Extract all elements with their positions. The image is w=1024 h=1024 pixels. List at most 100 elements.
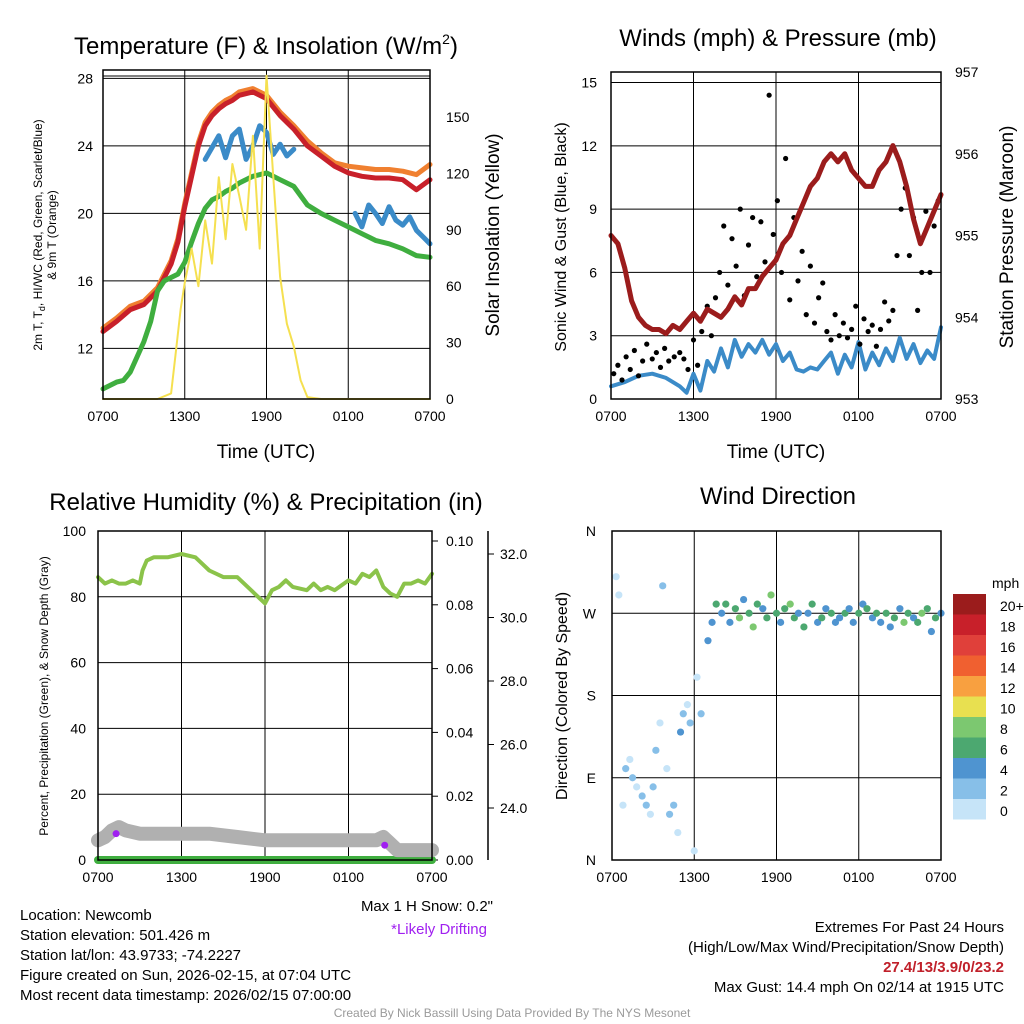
x-tick-label: 0100 <box>333 408 364 424</box>
gust-point <box>861 316 867 322</box>
y2-tick-label: 0.08 <box>446 597 473 613</box>
gust-point <box>844 335 851 341</box>
y-tick-label: 80 <box>70 589 86 605</box>
direction-point <box>622 765 630 773</box>
gust-point <box>927 269 933 276</box>
direction-point <box>690 847 698 855</box>
gust-point <box>787 297 793 303</box>
direction-point <box>670 801 678 809</box>
direction-point <box>800 623 808 631</box>
gust-point <box>690 337 697 343</box>
x-tick-label: 0700 <box>87 408 118 424</box>
y-tick-label: 12 <box>77 340 93 356</box>
direction-point <box>628 774 637 782</box>
direction-point <box>827 609 835 617</box>
direction-point <box>759 605 767 613</box>
y2-tick-label: 955 <box>955 228 979 244</box>
extremes-header: Extremes For Past 24 Hours <box>814 919 1004 936</box>
dir-title: Wind Direction <box>700 483 856 510</box>
gust-point <box>795 278 801 284</box>
plot-frame <box>97 530 433 861</box>
gust-point <box>865 328 871 335</box>
dir-ylabel-left: Direction (Colored By Speed) <box>554 592 571 800</box>
temp-ylabel-line1: 2m T, Td, HI/WC (Red, Green, Scarlet/Blu… <box>31 119 47 350</box>
series-snow-depth <box>91 820 439 858</box>
y-tick-label: 6 <box>589 264 597 280</box>
legend-swatch <box>953 737 986 758</box>
legend-label: 10 <box>1000 701 1016 717</box>
gust-point <box>677 349 683 356</box>
gust-point <box>619 377 625 383</box>
direction-point <box>868 614 877 622</box>
gust-point <box>733 263 739 269</box>
direction-point <box>814 618 822 626</box>
x-tick-label: 0700 <box>82 869 113 885</box>
direction-point <box>763 614 771 622</box>
gust-point <box>725 282 731 288</box>
direction-point <box>794 609 803 617</box>
direction-point <box>615 591 623 599</box>
gust-point <box>906 252 912 259</box>
gust-point <box>649 356 655 362</box>
y2-tick-label: 956 <box>955 146 979 162</box>
gust-point <box>627 366 633 373</box>
y-tick-label: 9 <box>589 201 597 217</box>
station-location: Location: Newcomb <box>20 907 152 924</box>
direction-point <box>818 614 826 622</box>
gust-point <box>857 341 863 347</box>
drift-note: *Likely Drifting <box>391 921 487 938</box>
temp-ylabel-a: 2m T, T <box>31 310 45 350</box>
gust-point <box>799 248 805 254</box>
legend-label: 2 <box>1000 783 1008 799</box>
gust-point <box>803 312 809 318</box>
direction-point <box>845 605 853 613</box>
gust-point <box>762 259 768 265</box>
y3-tick-label: 26.0 <box>500 737 527 753</box>
direction-point <box>886 623 894 631</box>
x-tick-label: 1900 <box>760 408 791 424</box>
legend-label: 12 <box>1000 680 1016 696</box>
gust-point <box>869 322 875 328</box>
legend-swatch <box>953 717 986 738</box>
y-tick-label: E <box>587 770 596 786</box>
gust-point <box>611 371 617 377</box>
direction-point <box>745 609 753 617</box>
legend-label: 4 <box>1000 762 1008 778</box>
y2-tick-label: 0.02 <box>446 788 473 804</box>
direction-point <box>855 609 863 617</box>
gust-point <box>640 358 646 364</box>
plot-frame <box>610 71 942 400</box>
temp-title-main: Temperature (F) & Insolation (W/m <box>74 33 442 60</box>
gust-point <box>695 362 701 368</box>
legend-swatch <box>953 614 986 635</box>
direction-point <box>909 614 918 622</box>
series-wind-chill <box>202 123 297 162</box>
direction-point <box>822 605 830 613</box>
gust-point <box>717 269 723 276</box>
gust-point <box>923 208 929 214</box>
gust-point <box>919 269 925 276</box>
gust-point <box>783 155 789 162</box>
direction-point <box>674 828 682 837</box>
gust-point <box>737 206 743 212</box>
gust-point <box>662 345 668 351</box>
direction-points <box>612 573 945 855</box>
gust-point <box>712 295 719 301</box>
direction-point <box>633 783 641 791</box>
direction-point <box>676 728 685 736</box>
y2-tick-label: 953 <box>955 391 979 407</box>
legend-swatch <box>953 778 986 799</box>
x-tick-label: 1300 <box>166 869 197 885</box>
direction-point <box>612 573 620 581</box>
y-tick-label: N <box>586 523 596 539</box>
direction-point <box>649 783 657 791</box>
footer-credit: Created By Nick Bassill Using Data Provi… <box>333 1006 691 1020</box>
x-tick-label: 1900 <box>761 869 792 885</box>
x-tick-label: 0700 <box>595 408 626 424</box>
direction-point <box>726 618 734 626</box>
gust-point <box>931 223 937 229</box>
gust-point <box>745 242 752 248</box>
direction-point <box>877 618 885 626</box>
direction-point <box>679 710 687 718</box>
